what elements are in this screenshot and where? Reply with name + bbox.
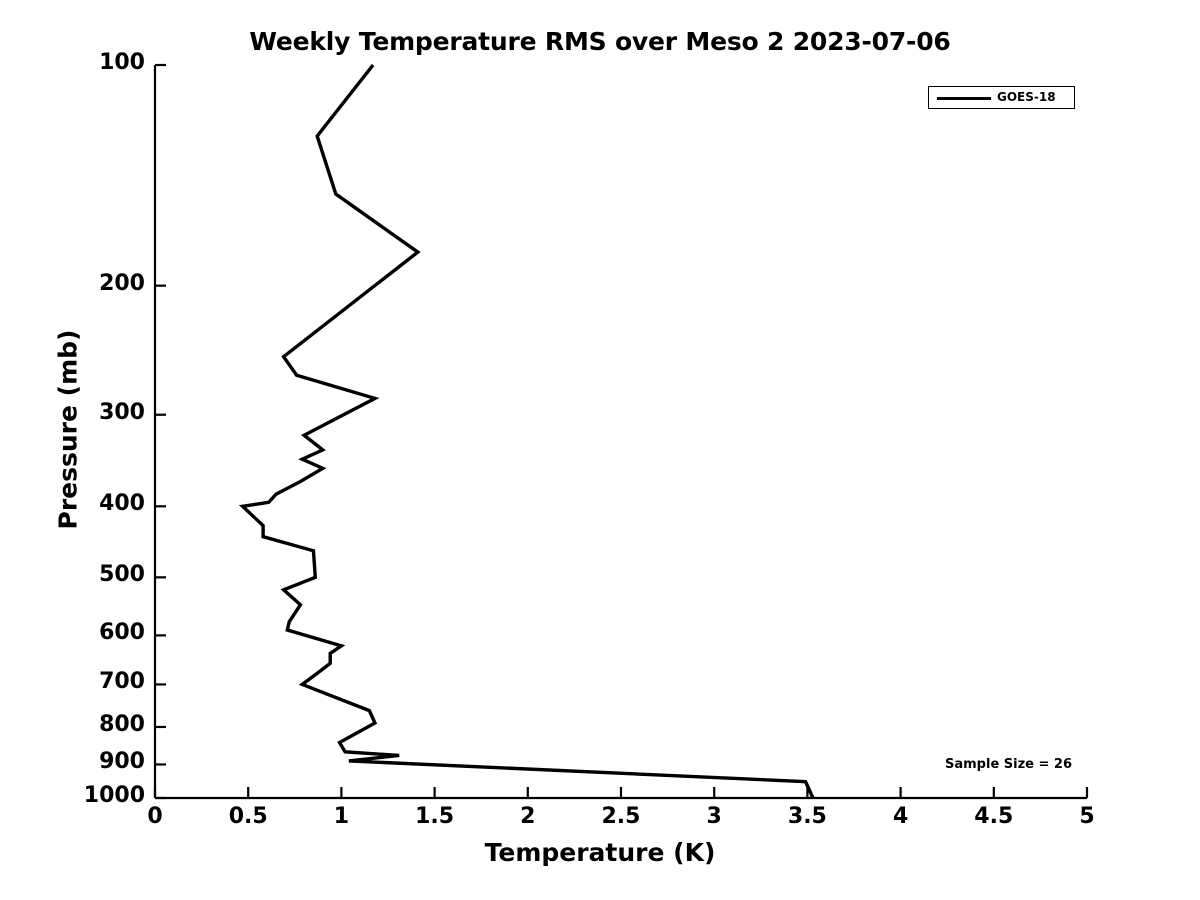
x-axis-label: Temperature (K): [484, 838, 716, 867]
x-axis-ticks: [153, 787, 1089, 798]
x-tick-label: 0.5: [228, 804, 268, 829]
x-tick-label: 1: [333, 804, 350, 829]
legend-label-goes-18: GOES-18: [997, 90, 1056, 104]
data-series-group: [238, 63, 815, 799]
y-tick-label: 100: [99, 50, 145, 75]
x-tick-label: 0: [147, 804, 163, 829]
y-tick-label: 600: [99, 620, 145, 646]
axis-frame: [153, 65, 1087, 800]
x-tick-label: 4: [892, 804, 909, 829]
y-tick-label: 400: [99, 491, 145, 517]
y-axis-ticks: [155, 63, 166, 800]
x-tick-label: 2: [520, 804, 536, 829]
x-tick-label: 4.5: [974, 804, 1014, 829]
chart-title: Weekly Temperature RMS over Meso 2 2023-…: [249, 27, 951, 56]
y-tick-label: 200: [99, 270, 145, 296]
data-line-goes-18: [238, 63, 815, 799]
y-tick-label: 500: [99, 562, 145, 588]
y-tick-label: 1000: [83, 783, 145, 808]
x-tick-label: 3: [706, 804, 722, 829]
legend[interactable]: GOES-18: [928, 86, 1075, 109]
legend-line-swatch: [937, 97, 991, 101]
x-tick-label: 2.5: [601, 804, 641, 829]
y-axis-label: Pressure (mb): [53, 329, 83, 530]
x-tick-label: 3.5: [787, 804, 827, 829]
y-tick-label: 700: [99, 669, 145, 695]
y-tick-label: 900: [99, 749, 145, 775]
sample-size-annotation: Sample Size = 26: [945, 757, 1073, 772]
y-tick-label: 800: [99, 711, 145, 737]
x-tick-label: 1.5: [415, 804, 455, 829]
y-tick-label: 300: [99, 399, 145, 425]
x-tick-label: 5: [1079, 804, 1095, 829]
